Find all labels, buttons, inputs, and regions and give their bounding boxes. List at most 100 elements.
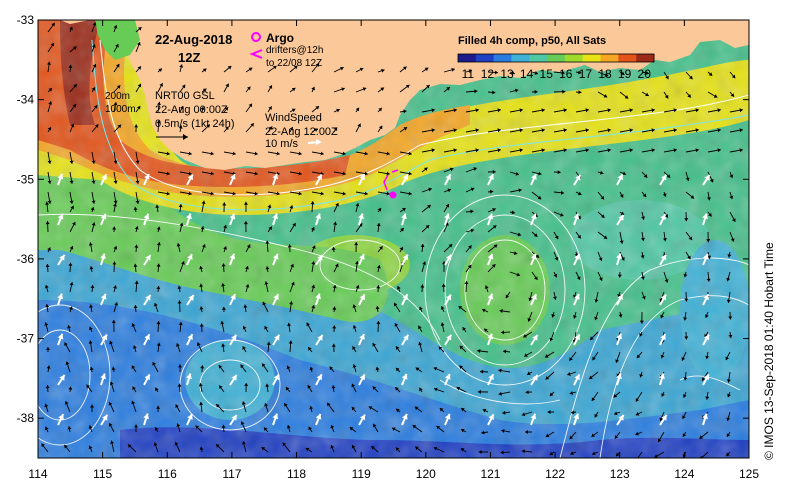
colorbar-swatch xyxy=(564,54,584,62)
current-arrowhead xyxy=(137,66,142,70)
current-arrowhead xyxy=(222,202,227,206)
drifter-tracks xyxy=(383,169,399,199)
current-arrowhead xyxy=(254,171,258,176)
current-arrowhead xyxy=(739,108,743,113)
current-arrowhead xyxy=(535,254,540,258)
current-arrowhead xyxy=(174,441,179,446)
current-arrowhead xyxy=(243,221,248,225)
current-arrowhead xyxy=(109,340,113,345)
current-arrowhead xyxy=(636,354,641,359)
current-arrowhead xyxy=(376,223,381,227)
current-arrowhead xyxy=(90,404,95,408)
current-arrowhead xyxy=(661,393,665,397)
wind-arrowhead xyxy=(57,293,64,300)
lon-tick-label: 119 xyxy=(352,467,371,481)
current-arrowhead xyxy=(549,337,554,342)
current-arrowhead xyxy=(641,216,646,220)
current-arrowhead xyxy=(291,108,296,113)
current-arrowhead xyxy=(681,357,686,361)
wind-arrowhead xyxy=(488,414,494,421)
current-arrowhead xyxy=(254,191,258,196)
current-arrowhead xyxy=(200,365,205,369)
current-arrowhead xyxy=(201,244,206,248)
longitude-axis: 114 115 116 117 118 119 120 121 122 123 124 125 xyxy=(28,20,759,481)
current-arrowhead xyxy=(484,328,488,333)
current-arrowhead xyxy=(594,413,599,418)
current-arrowhead xyxy=(94,124,99,128)
current-arrowhead xyxy=(511,70,515,75)
current-arrowhead xyxy=(603,94,608,98)
current-arrowhead xyxy=(728,334,733,339)
current-arrowhead xyxy=(372,423,377,428)
wind-arrowhead xyxy=(402,414,408,420)
current-arrowhead xyxy=(178,204,183,208)
current-arrowhead xyxy=(320,151,324,156)
current-arrowhead xyxy=(240,364,244,369)
wind-arrowhead xyxy=(445,174,451,181)
current-arrowhead xyxy=(492,90,496,95)
current-arrowhead xyxy=(732,218,736,222)
wind-arrowhead xyxy=(487,213,494,220)
current-arrowhead xyxy=(585,128,589,133)
current-arrowhead xyxy=(642,193,647,198)
current-arrowhead xyxy=(88,242,93,246)
current-arrowhead xyxy=(330,424,335,429)
current-arrowhead xyxy=(113,200,118,204)
current-arrowhead xyxy=(591,397,596,401)
current-arrowhead xyxy=(156,226,161,231)
colorbar-tick-label: 11 xyxy=(462,67,475,81)
current-arrowhead xyxy=(726,277,731,282)
current-arrowhead xyxy=(603,235,608,239)
current-arrowhead xyxy=(527,318,532,322)
current-arrowhead xyxy=(221,263,226,267)
current-arrowhead xyxy=(461,407,465,412)
current-arrowhead xyxy=(220,321,225,325)
current-arrowhead xyxy=(478,449,482,454)
current-arrowhead xyxy=(673,108,677,113)
current-arrowhead xyxy=(288,340,293,344)
current-arrowhead xyxy=(372,386,377,390)
current-arrowhead xyxy=(310,201,315,205)
current-arrowhead xyxy=(521,412,526,417)
current-arrowhead xyxy=(41,443,45,448)
current-arrowhead xyxy=(156,286,161,290)
current-arrowhead xyxy=(243,201,248,205)
sst-colorbar xyxy=(457,53,655,63)
current-arrowhead xyxy=(445,222,449,227)
current-arrowhead xyxy=(728,316,733,320)
current-arrowhead xyxy=(340,66,344,71)
lon-tick-label: 118 xyxy=(287,467,306,481)
current-arrowhead xyxy=(69,246,74,250)
current-arrowhead xyxy=(156,342,161,346)
current-arrowhead xyxy=(598,257,603,261)
current-arrowhead xyxy=(246,86,251,91)
current-arrowhead xyxy=(395,447,400,452)
current-arrowhead xyxy=(659,417,664,422)
current-arrowhead xyxy=(330,445,335,449)
current-arrowhead xyxy=(276,151,280,156)
colorbar-swatch xyxy=(600,54,619,62)
currents-legend-title: NRT00 GSL xyxy=(155,90,215,102)
colorbar-tick-label: 18 xyxy=(598,67,612,81)
current-arrowhead xyxy=(467,264,472,269)
current-arrowhead xyxy=(70,205,74,210)
wind-arrowhead xyxy=(186,213,192,220)
current-arrowhead xyxy=(44,322,49,326)
current-arrowhead xyxy=(585,148,589,153)
current-arrowhead xyxy=(395,367,400,372)
current-arrowhead xyxy=(684,336,689,340)
wind-arrowhead xyxy=(618,214,624,221)
current-arrowhead xyxy=(484,285,489,289)
current-arrowhead xyxy=(298,151,302,156)
current-arrowhead xyxy=(131,365,136,370)
current-arrowhead xyxy=(289,205,294,209)
wind-arrowhead xyxy=(272,253,279,260)
current-arrowhead xyxy=(591,433,595,437)
wind-legend-title: WindSpeed xyxy=(265,112,322,124)
current-arrowhead xyxy=(573,294,577,299)
current-arrowhead xyxy=(456,386,461,391)
wind-arrowhead xyxy=(315,293,321,300)
wind-arrowhead xyxy=(272,413,279,420)
lon-tick-label: 123 xyxy=(610,467,630,481)
current-arrowhead xyxy=(706,197,711,201)
